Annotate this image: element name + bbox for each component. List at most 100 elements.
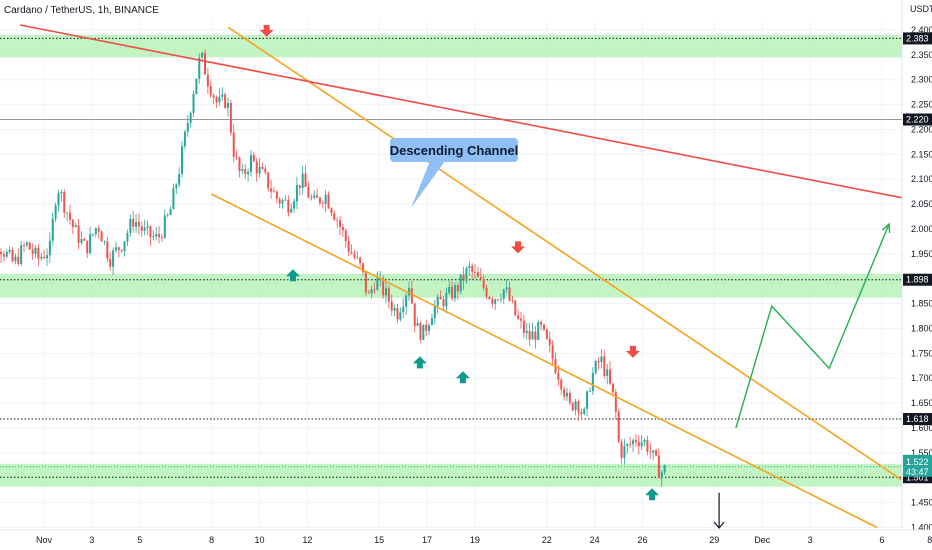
candle-body	[410, 288, 413, 304]
candle-body	[594, 360, 597, 373]
candle-body	[186, 122, 189, 132]
candle-body	[517, 315, 520, 319]
candle-body	[505, 287, 508, 290]
candle-body	[206, 74, 209, 87]
candle-body	[146, 226, 149, 228]
candle-body	[17, 256, 20, 264]
candle-body	[235, 156, 238, 158]
price-tag-label: 2.383	[906, 33, 929, 43]
candle-body	[155, 233, 158, 237]
candle-body	[649, 451, 652, 453]
current-price-tag-bg	[903, 454, 932, 477]
candle-body	[629, 444, 632, 445]
trend-drawings[interactable]	[19, 24, 932, 529]
candle-body	[152, 236, 155, 237]
candle-body	[479, 276, 482, 279]
candle-body	[304, 173, 307, 187]
candle-body	[74, 225, 77, 228]
candle-body	[80, 238, 83, 243]
candle-body	[57, 193, 60, 206]
candle-body	[132, 218, 135, 227]
candle-body	[46, 255, 49, 259]
price-tag-bg	[903, 273, 932, 286]
candle-body	[580, 412, 583, 414]
candle-body	[77, 225, 80, 243]
candle-body	[353, 253, 356, 258]
candle-body	[551, 345, 554, 359]
candle-body	[623, 445, 626, 458]
candle-body	[430, 318, 433, 326]
time-axis[interactable]: Nov358101215171922242629Dec36810	[36, 535, 932, 545]
price-tag-label: 1.501	[906, 472, 929, 482]
candle-body	[413, 303, 416, 326]
candle-body	[252, 155, 255, 162]
price-zone	[0, 34, 902, 58]
candle-body	[660, 472, 663, 479]
x-tick-label: 17	[422, 535, 432, 545]
candle-body	[563, 389, 566, 397]
candle-body	[313, 195, 316, 198]
y-tick-label: 2.200	[911, 124, 932, 134]
candle-body	[634, 440, 637, 443]
candle-body	[617, 411, 620, 442]
candle-body	[347, 241, 350, 252]
candle-body	[89, 234, 92, 254]
candle-body	[327, 194, 330, 209]
y-tick-label: 2.100	[911, 174, 932, 184]
candle-body	[169, 209, 172, 215]
sell-arrow-icon	[259, 24, 274, 37]
candle-body	[488, 296, 491, 299]
candle-body	[632, 440, 635, 445]
buy-arrow-icon	[645, 488, 660, 501]
candle-body	[626, 444, 629, 446]
candle-body	[224, 94, 227, 108]
candle-body	[178, 173, 181, 185]
y-tick-label: 1.750	[911, 348, 932, 358]
candle-body	[34, 247, 37, 254]
candle-body	[114, 247, 117, 251]
candle-body	[324, 194, 327, 204]
candle-body	[407, 288, 410, 296]
candle-body	[290, 208, 293, 213]
candle-body	[362, 263, 365, 273]
candle-body	[11, 249, 14, 262]
projection-path	[735, 223, 890, 429]
candle-body	[359, 257, 362, 264]
candle-body	[14, 256, 17, 262]
candle-body	[63, 192, 66, 213]
candle-body	[540, 322, 543, 325]
candle-body	[614, 392, 617, 412]
x-tick-label: 12	[302, 535, 312, 545]
candle-body	[399, 312, 402, 320]
candle-body	[241, 169, 244, 172]
candle-body	[278, 198, 281, 204]
y-tick-label: 2.400	[911, 25, 932, 35]
candle-body	[258, 166, 261, 174]
candle-body	[574, 401, 577, 411]
candle-body	[71, 219, 74, 228]
candle-body	[502, 289, 505, 299]
x-tick-label: 3	[808, 535, 813, 545]
candle-body	[382, 278, 385, 296]
candle-body	[195, 78, 198, 95]
candle-body	[23, 245, 26, 246]
y-tick-label: 1.550	[911, 448, 932, 458]
candle-body	[54, 205, 57, 219]
candle-body	[284, 199, 287, 201]
candle-body	[129, 218, 132, 234]
y-tick-label: 1.450	[911, 498, 932, 508]
x-tick-label: 24	[590, 535, 600, 545]
candle-body	[433, 305, 436, 319]
candle-body	[83, 238, 86, 241]
candle-body	[117, 247, 120, 250]
candle-body	[387, 288, 390, 302]
candle-body	[439, 296, 442, 300]
candle-body	[255, 161, 258, 174]
candle-body	[600, 356, 603, 363]
signal-arrows	[259, 24, 660, 501]
candle-body	[350, 251, 353, 254]
candle-body	[40, 256, 43, 259]
candle-body	[525, 330, 528, 334]
annotation-callout[interactable]: Descending Channel	[390, 138, 519, 208]
